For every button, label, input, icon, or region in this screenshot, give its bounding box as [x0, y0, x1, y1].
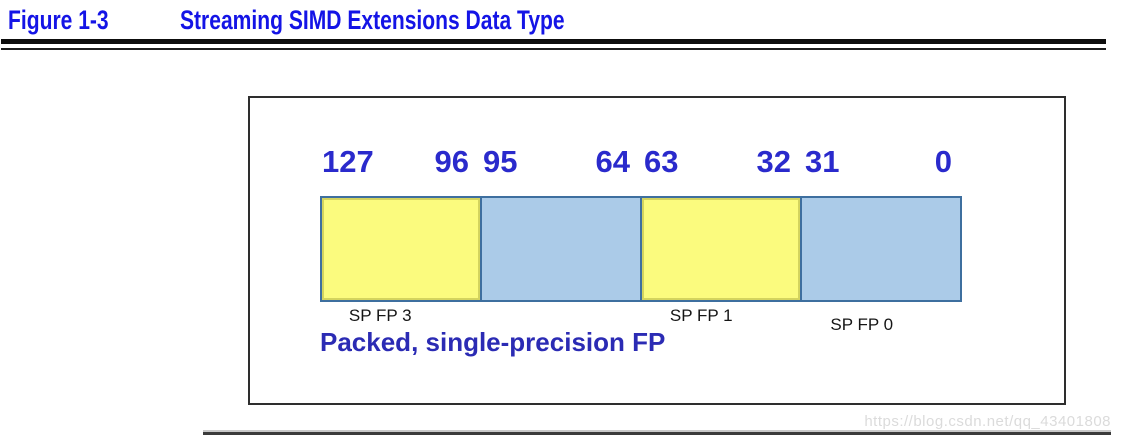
- register-cell-sp-fp-0: [800, 198, 960, 300]
- bit-number-95: 95: [483, 144, 518, 179]
- bit-number-32: 32: [756, 144, 791, 179]
- register-cell-sp-fp-2: [480, 198, 640, 300]
- bit-number-96: 96: [434, 144, 469, 179]
- bit-pair-cell-2: 95 64: [476, 144, 637, 180]
- header-rule-thick: [1, 39, 1106, 44]
- bit-number-0: 0: [934, 144, 952, 179]
- bit-pair-cell-3: 127 96: [320, 144, 476, 180]
- diagram-caption: Packed, single-precision FP: [320, 327, 666, 357]
- register-bar: [320, 196, 962, 302]
- bit-number-31: 31: [805, 144, 840, 179]
- register-cell-labels: SP FP 3 SP FP 1 SP FP 0: [320, 306, 962, 335]
- register-cell-sp-fp-1: [640, 198, 800, 300]
- bit-numbers-row: 127 96 95 64 63 32 31 0: [320, 144, 962, 180]
- bit-pair-cell-0: 31 0: [798, 144, 962, 180]
- diagram-box: 127 96 95 64 63 32 31 0 SP FP: [248, 96, 1066, 405]
- register-cell-sp-fp-3: [322, 198, 480, 300]
- bit-number-127: 127: [322, 144, 374, 179]
- watermark-url: https://blog.csdn.net/qq_43401808: [864, 413, 1111, 430]
- bit-pair-cell-1: 63 32: [637, 144, 798, 180]
- bit-number-63: 63: [644, 144, 679, 179]
- header-rule-thin: [1, 48, 1106, 50]
- bottom-rule: [203, 430, 1111, 435]
- label-sp-fp-1: SP FP 1: [669, 306, 733, 325]
- figure-label: Figure 1-3: [8, 5, 109, 35]
- label-sp-fp-3: SP FP 3: [348, 306, 412, 325]
- bit-number-64: 64: [595, 144, 630, 179]
- label-sp-fp-0: SP FP 0: [830, 315, 894, 334]
- figure-title: Streaming SIMD Extensions Data Type: [180, 5, 565, 35]
